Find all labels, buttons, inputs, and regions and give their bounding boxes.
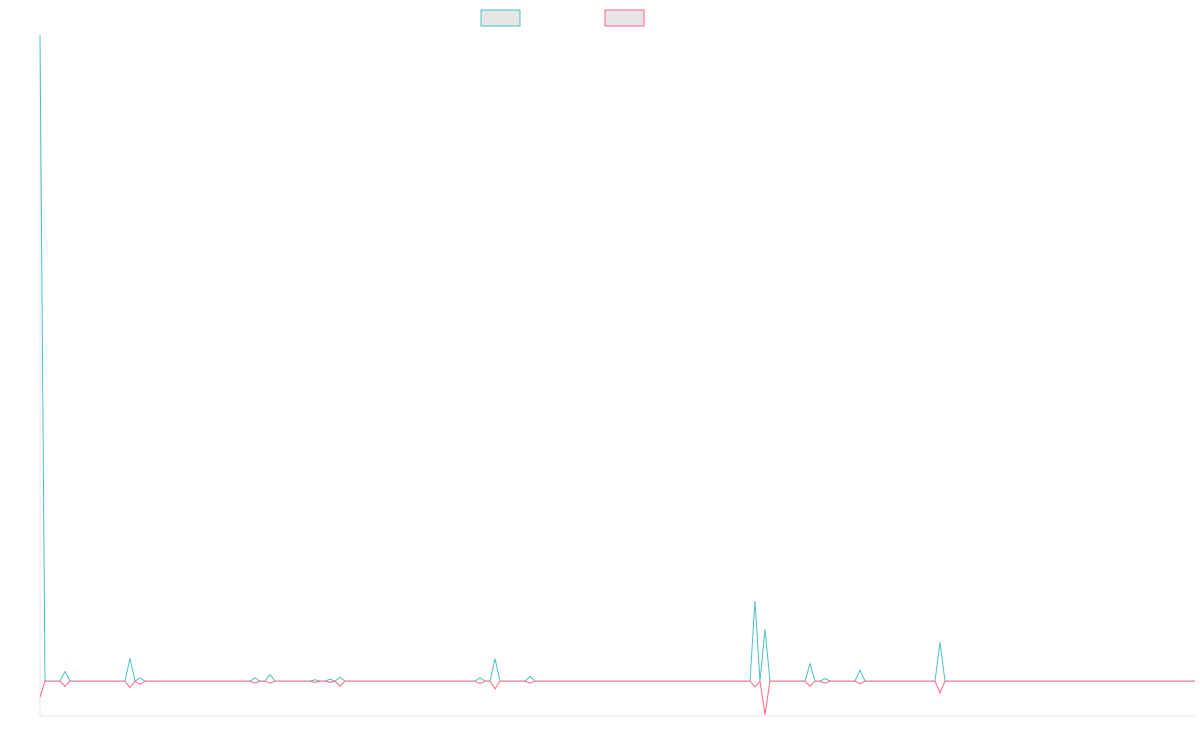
series-line xyxy=(39,679,1195,715)
legend-swatch[interactable] xyxy=(480,9,521,27)
legend-swatch[interactable] xyxy=(604,9,645,27)
series-line xyxy=(39,34,1195,682)
